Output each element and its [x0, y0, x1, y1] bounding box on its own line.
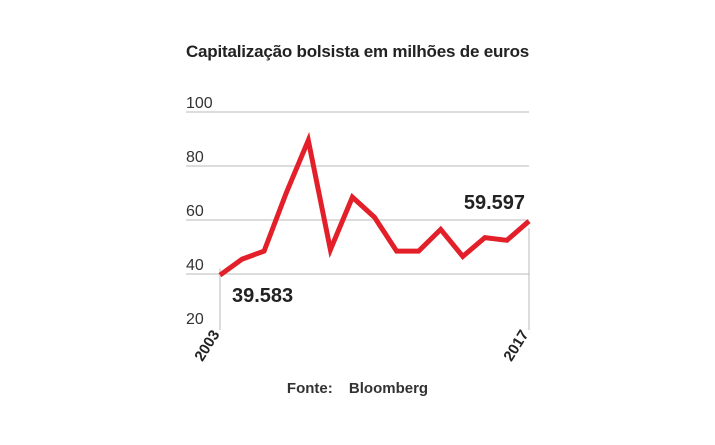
- data-label: 59.597: [464, 192, 525, 214]
- x-tick-label: 2003: [191, 327, 223, 364]
- source-label: Fonte:: [286, 380, 333, 397]
- source-value: Bloomberg: [348, 380, 429, 397]
- y-tick-label: 60: [186, 203, 204, 220]
- x-axis-ticks: 2003 2017: [191, 327, 532, 364]
- y-tick-label: 80: [186, 149, 204, 166]
- y-tick-label: 100: [186, 95, 213, 112]
- grid-lines: [186, 111, 530, 330]
- x-tick-label: 2017: [500, 327, 532, 364]
- data-label: 39.583: [232, 285, 293, 307]
- data-labels: 39.583 59.597: [232, 192, 525, 307]
- source-note: Fonte: Bloomberg: [0, 380, 715, 397]
- y-axis-ticks: 20 40 60 80 100: [186, 95, 213, 328]
- chart-title: Capitalização bolsista em milhões de eur…: [185, 42, 530, 61]
- y-tick-label: 20: [186, 311, 204, 328]
- y-tick-label: 40: [186, 257, 204, 274]
- series-layer: [218, 131, 531, 278]
